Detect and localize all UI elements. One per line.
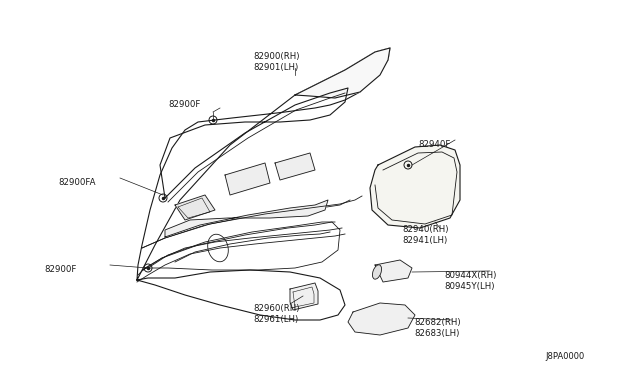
Text: 82900(RH): 82900(RH) bbox=[253, 52, 300, 61]
Text: 82900FA: 82900FA bbox=[58, 178, 95, 187]
Text: 82961(LH): 82961(LH) bbox=[253, 315, 298, 324]
Ellipse shape bbox=[372, 265, 381, 279]
Text: 82682(RH): 82682(RH) bbox=[414, 318, 461, 327]
Text: 82900F: 82900F bbox=[168, 100, 200, 109]
Text: 82901(LH): 82901(LH) bbox=[253, 63, 298, 72]
Text: 80944X(RH): 80944X(RH) bbox=[444, 271, 497, 280]
Text: 82960(RH): 82960(RH) bbox=[253, 304, 300, 313]
Polygon shape bbox=[375, 260, 412, 282]
Polygon shape bbox=[165, 200, 328, 237]
Text: 82900F: 82900F bbox=[44, 265, 76, 274]
Polygon shape bbox=[275, 153, 315, 180]
Text: 82683(LH): 82683(LH) bbox=[414, 329, 460, 338]
Polygon shape bbox=[348, 303, 415, 335]
Text: 82941(LH): 82941(LH) bbox=[402, 236, 447, 245]
Polygon shape bbox=[225, 163, 270, 195]
Text: 80945Y(LH): 80945Y(LH) bbox=[444, 282, 495, 291]
Text: 82940F: 82940F bbox=[418, 140, 451, 149]
Polygon shape bbox=[290, 283, 318, 310]
Polygon shape bbox=[175, 195, 215, 220]
Text: 82940(RH): 82940(RH) bbox=[402, 225, 449, 234]
Polygon shape bbox=[370, 145, 460, 228]
Polygon shape bbox=[295, 48, 390, 98]
Text: J8PA0000: J8PA0000 bbox=[545, 352, 584, 361]
